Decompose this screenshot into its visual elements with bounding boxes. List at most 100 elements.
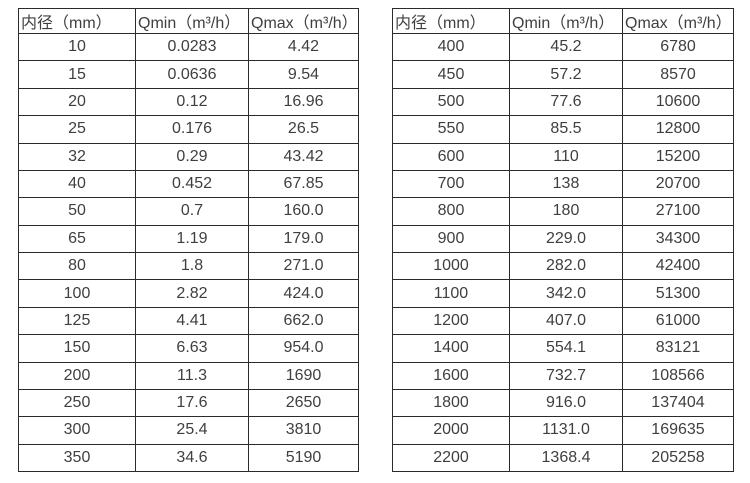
table-row: 700 138 20700	[392, 169, 734, 199]
table-cell: 20	[18, 87, 136, 117]
table-row: 10 0.0283 4.42	[18, 32, 359, 62]
table-cell: 400	[392, 32, 510, 62]
table-row: 125 4.41 662.0	[18, 306, 359, 336]
table-cell: 732.7	[509, 361, 623, 390]
table-cell: 15	[18, 60, 136, 89]
table-cell: 160.0	[248, 197, 359, 226]
table-cell: 138	[509, 169, 623, 199]
table-cell: 4.41	[135, 306, 249, 336]
table-cell: 1200	[392, 306, 510, 336]
table-cell: 0.0636	[135, 60, 249, 89]
column-header: Qmax（m³/h）	[622, 8, 734, 34]
large-diameter-flow-table: 内径（mm） Qmin（m³/h） Qmax（m³/h） 400 45.2 6780 450…	[392, 8, 734, 473]
table-cell: 80	[18, 251, 136, 281]
table-row: 100 2.82 424.0	[18, 279, 359, 308]
table-cell: 4.42	[248, 32, 359, 62]
table-cell: 500	[392, 87, 510, 117]
table-cell: 42400	[622, 251, 734, 281]
table-row: 65 1.19 179.0	[18, 224, 359, 254]
table-cell: 662.0	[248, 306, 359, 336]
table-cell: 900	[392, 224, 510, 254]
table-cell: 6.63	[135, 334, 249, 363]
table-cell: 110	[509, 142, 623, 171]
table-cell: 282.0	[509, 251, 623, 281]
table-cell: 1.8	[135, 251, 249, 281]
table-cell: 11.3	[135, 361, 249, 390]
table-row: 1200 407.0 61000	[392, 306, 734, 336]
table-cell: 0.452	[135, 169, 249, 199]
table-cell: 40	[18, 169, 136, 199]
table-cell: 180	[509, 197, 623, 226]
table-row: 800 180 27100	[392, 197, 734, 226]
table-cell: 83121	[622, 334, 734, 363]
table-cell: 17.6	[135, 388, 249, 418]
table-cell: 954.0	[248, 334, 359, 363]
table-cell: 250	[18, 388, 136, 418]
table-cell: 424.0	[248, 279, 359, 308]
table-cell: 342.0	[509, 279, 623, 308]
column-header: Qmin（m³/h）	[509, 8, 623, 34]
table-cell: 50	[18, 197, 136, 226]
table-cell: 205258	[622, 443, 734, 473]
table-row: 150 6.63 954.0	[18, 334, 359, 363]
table-cell: 407.0	[509, 306, 623, 336]
table-cell: 271.0	[248, 251, 359, 281]
table-cell: 2200	[392, 443, 510, 473]
table-cell: 45.2	[509, 32, 623, 62]
header-row: 内径（mm） Qmin（m³/h） Qmax（m³/h）	[18, 8, 359, 34]
table-row: 1400 554.1 83121	[392, 334, 734, 363]
table-row: 25 0.176 26.5	[18, 115, 359, 144]
table-cell: 179.0	[248, 224, 359, 254]
table-cell: 10600	[622, 87, 734, 117]
table-row: 300 25.4 3810	[18, 416, 359, 445]
table-row: 400 45.2 6780	[392, 32, 734, 62]
small-diameter-flow-table: 内径（mm） Qmin（m³/h） Qmax（m³/h） 10 0.0283 4.42 15…	[18, 8, 359, 473]
table-row: 1600 732.7 108566	[392, 361, 734, 390]
table-cell: 15200	[622, 142, 734, 171]
table-row: 2200 1368.4 205258	[392, 443, 734, 473]
table-cell: 300	[18, 416, 136, 445]
table-cell: 100	[18, 279, 136, 308]
table-cell: 350	[18, 443, 136, 473]
table-cell: 0.12	[135, 87, 249, 117]
table-cell: 32	[18, 142, 136, 171]
table-cell: 554.1	[509, 334, 623, 363]
table-cell: 700	[392, 169, 510, 199]
table-cell: 1800	[392, 388, 510, 418]
column-header: Qmin（m³/h）	[135, 8, 249, 34]
table-row: 350 34.6 5190	[18, 443, 359, 473]
table-cell: 1131.0	[509, 416, 623, 445]
table-cell: 125	[18, 306, 136, 336]
table-cell: 67.85	[248, 169, 359, 199]
column-header: 内径（mm）	[18, 8, 136, 34]
table-cell: 0.176	[135, 115, 249, 144]
column-header: 内径（mm）	[392, 8, 510, 34]
table-cell: 25.4	[135, 416, 249, 445]
table-cell: 108566	[622, 361, 734, 390]
table-cell: 916.0	[509, 388, 623, 418]
table-cell: 600	[392, 142, 510, 171]
header-row: 内径（mm） Qmin（m³/h） Qmax（m³/h）	[392, 8, 734, 34]
table-cell: 229.0	[509, 224, 623, 254]
table-cell: 61000	[622, 306, 734, 336]
table-row: 40 0.452 67.85	[18, 169, 359, 199]
table-cell: 85.5	[509, 115, 623, 144]
table-cell: 1100	[392, 279, 510, 308]
table-cell: 450	[392, 60, 510, 89]
table-cell: 34300	[622, 224, 734, 254]
table-cell: 57.2	[509, 60, 623, 89]
table-cell: 1000	[392, 251, 510, 281]
table-row: 2000 1131.0 169635	[392, 416, 734, 445]
table-cell: 77.6	[509, 87, 623, 117]
table-cell: 0.29	[135, 142, 249, 171]
table-cell: 12800	[622, 115, 734, 144]
table-cell: 51300	[622, 279, 734, 308]
table-cell: 0.7	[135, 197, 249, 226]
table-row: 80 1.8 271.0	[18, 251, 359, 281]
table-cell: 2000	[392, 416, 510, 445]
table-row: 500 77.6 10600	[392, 87, 734, 117]
table-row: 15 0.0636 9.54	[18, 60, 359, 89]
table-cell: 2650	[248, 388, 359, 418]
table-row: 200 11.3 1690	[18, 361, 359, 390]
table-cell: 550	[392, 115, 510, 144]
